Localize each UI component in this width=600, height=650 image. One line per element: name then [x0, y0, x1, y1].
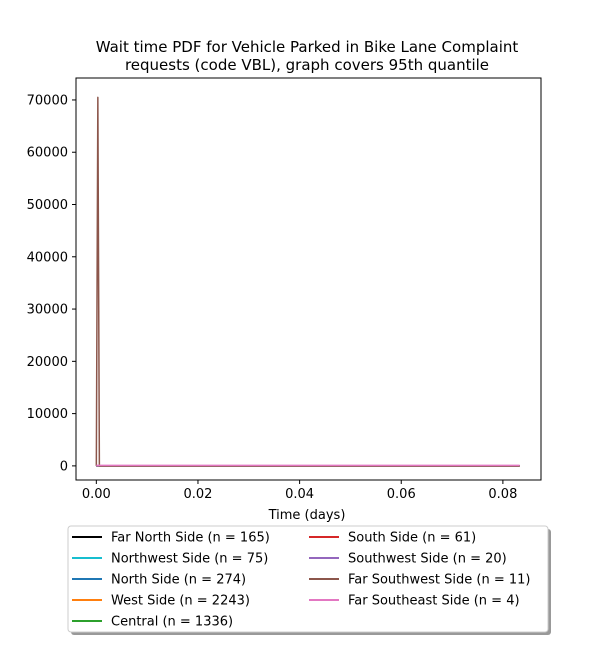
y-axis: 0 10000 20000 30000 40000 50000 60000 70000 [27, 93, 76, 474]
legend-label: Northwest Side (n = 75) [111, 552, 268, 567]
legend-label: Far Southeast Side (n = 4) [348, 594, 520, 609]
legend-label: Far Southwest Side (n = 11) [348, 573, 530, 588]
x-tick-label: 0.04 [285, 487, 314, 502]
x-tick-label: 0.06 [387, 487, 416, 502]
y-tick-label: 10000 [27, 407, 68, 422]
legend-label: Southwest Side (n = 20) [348, 552, 507, 567]
x-tick-label: 0.00 [82, 487, 111, 502]
plot-frame [75, 77, 542, 481]
legend: Far North Side (n = 165) Northwest Side (… [67, 525, 551, 635]
legend-label: West Side (n = 2243) [111, 594, 250, 609]
legend-label: Far North Side (n = 165) [111, 531, 270, 546]
y-tick-label: 30000 [27, 303, 68, 318]
y-tick-label: 0 [60, 459, 68, 474]
y-tick-label: 20000 [27, 355, 68, 370]
legend-box [67, 525, 549, 633]
legend-label: South Side (n = 61) [348, 531, 476, 546]
y-tick-label: 50000 [27, 198, 68, 213]
x-axis: 0.00 0.02 0.04 0.06 0.08 [82, 480, 517, 502]
series-layer [95, 96, 520, 467]
x-tick-label: 0.02 [183, 487, 212, 502]
y-tick-label: 60000 [27, 146, 68, 161]
y-tick-label: 40000 [27, 250, 68, 265]
chart-title-line-1: Wait time PDF for Vehicle Parked in Bike… [96, 38, 519, 56]
legend-label: Central (n = 1336) [111, 615, 233, 630]
legend-label: North Side (n = 274) [111, 573, 246, 588]
legend-entries: Far North Side (n = 165) Northwest Side (… [72, 531, 530, 630]
x-axis-label: Time (days) [268, 508, 346, 523]
x-tick-label: 0.08 [488, 487, 517, 502]
chart-title-line-2: requests (code VBL), graph covers 95th q… [125, 56, 489, 74]
y-tick-label: 70000 [27, 93, 68, 108]
